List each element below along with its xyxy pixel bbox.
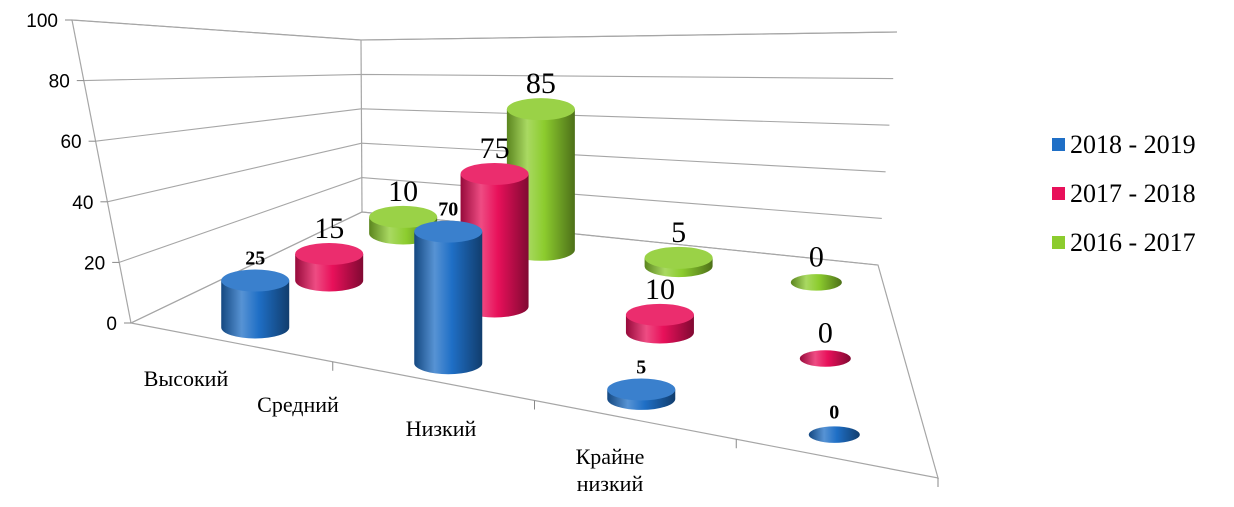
gridline bbox=[107, 142, 886, 203]
bar bbox=[799, 350, 851, 367]
bar-top bbox=[607, 378, 676, 401]
gridline bbox=[119, 177, 882, 263]
legend-label: 2018 - 2019 bbox=[1070, 129, 1196, 159]
bar bbox=[607, 378, 676, 410]
legend-swatch bbox=[1052, 138, 1065, 151]
bar-top bbox=[460, 162, 529, 185]
back-wall-corner-edge bbox=[360, 39, 363, 213]
legend-label: 2017 - 2018 bbox=[1070, 178, 1196, 208]
bar bbox=[790, 274, 842, 291]
floor bbox=[129, 211, 939, 479]
data-label: 10 bbox=[645, 273, 675, 306]
bar-top bbox=[221, 269, 290, 292]
y-tick-label: 40 bbox=[72, 193, 93, 214]
data-label: 5 bbox=[636, 357, 646, 379]
bar bbox=[414, 220, 483, 375]
bar bbox=[221, 269, 290, 339]
bar bbox=[295, 242, 364, 292]
chart-axes bbox=[71, 19, 939, 487]
left-wall-edge bbox=[71, 19, 132, 324]
data-label: 0 bbox=[818, 317, 833, 350]
bar-top bbox=[369, 205, 438, 228]
legend-item: 2017 - 2018 bbox=[1052, 169, 1234, 218]
bar-top bbox=[644, 246, 713, 269]
legend-swatch bbox=[1052, 187, 1065, 200]
bar-top bbox=[414, 220, 483, 243]
bars bbox=[221, 98, 860, 443]
gridline bbox=[83, 73, 894, 82]
data-label: 85 bbox=[526, 67, 556, 100]
y-tick-label: 20 bbox=[84, 253, 105, 274]
legend-label: 2016 - 2017 bbox=[1070, 227, 1196, 257]
bar bbox=[625, 303, 694, 344]
category-label: Высокий bbox=[144, 366, 229, 391]
bar-top bbox=[506, 98, 575, 121]
bar-top bbox=[625, 303, 694, 326]
legend-swatch bbox=[1052, 236, 1065, 249]
legend: 2018 - 2019 2017 - 2018 2016 - 2017 bbox=[1052, 120, 1234, 267]
gridline bbox=[71, 19, 898, 41]
y-tick-label: 60 bbox=[60, 132, 81, 153]
y-tick-label: 80 bbox=[49, 72, 70, 93]
category-label: Низкий bbox=[406, 416, 477, 441]
gridline bbox=[95, 108, 890, 142]
data-label: 10 bbox=[388, 175, 418, 208]
data-label: 25 bbox=[245, 248, 265, 270]
bar-top bbox=[790, 274, 842, 291]
data-label: 0 bbox=[809, 240, 824, 273]
y-tick-label: 0 bbox=[106, 314, 117, 335]
bar-top bbox=[808, 426, 860, 443]
y-tick-label: 100 bbox=[26, 11, 58, 32]
bar bbox=[808, 426, 860, 443]
data-label: 70 bbox=[438, 199, 458, 221]
data-label: 15 bbox=[314, 212, 344, 245]
data-label: 75 bbox=[480, 132, 510, 165]
bar-top bbox=[799, 350, 851, 367]
bar-top bbox=[295, 242, 364, 265]
data-label: 0 bbox=[829, 402, 839, 424]
y-axis-ticks: 0 20 40 60 80 100 bbox=[26, 11, 131, 335]
bar bbox=[644, 246, 713, 278]
data-label: 5 bbox=[671, 216, 686, 249]
legend-item: 2016 - 2017 bbox=[1052, 218, 1234, 267]
category-label: Средний bbox=[257, 392, 339, 417]
category-label: Крайне низкий bbox=[576, 444, 645, 496]
bar-body bbox=[221, 280, 290, 339]
bar-body bbox=[414, 231, 483, 375]
legend-item: 2018 - 2019 bbox=[1052, 120, 1234, 169]
category-labels: Высокий Средний Низкий Крайне низкий bbox=[144, 366, 645, 496]
